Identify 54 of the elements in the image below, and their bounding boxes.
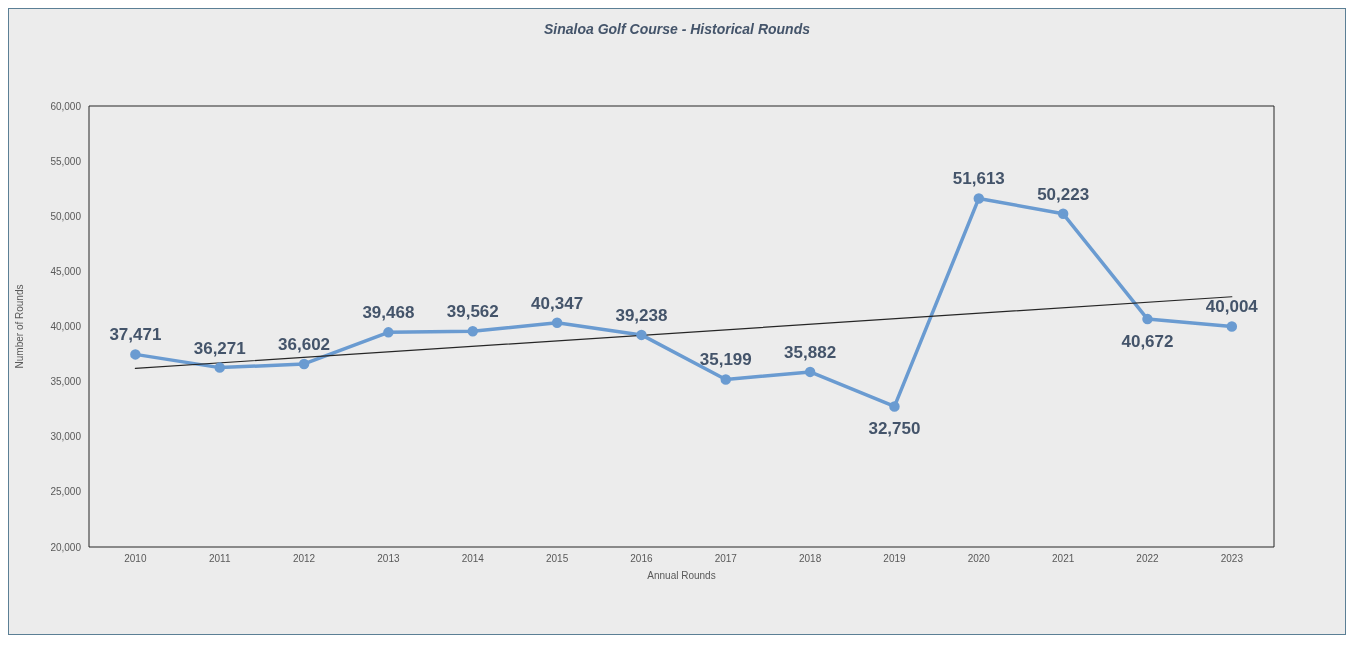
- data-label: 50,223: [1037, 184, 1090, 204]
- y-tick-label: 50,000: [50, 210, 82, 222]
- data-label: 39,468: [362, 303, 415, 323]
- point: [1142, 313, 1153, 325]
- data-label: 39,238: [615, 305, 668, 325]
- x-tick-label: 2017: [714, 553, 738, 565]
- chart-title: Sinaloa Golf Course - Historical Rounds: [542, 21, 811, 37]
- x-tick-label: 2023: [1220, 553, 1244, 565]
- point: [889, 401, 900, 412]
- y-tick-label: 25,000: [50, 486, 82, 498]
- x-tick-label: 2013: [377, 553, 400, 565]
- data-label: 35,882: [784, 342, 837, 362]
- point: [973, 193, 985, 204]
- data-label: 36,271: [193, 338, 246, 358]
- point: [1226, 321, 1238, 332]
- x-tick-label: 2018: [799, 553, 822, 565]
- data-label: 37,471: [109, 325, 162, 345]
- x-tick-label: 2021: [1052, 553, 1075, 565]
- y-tick-label: 35,000: [50, 376, 82, 388]
- x-tick-label: 2010: [124, 553, 147, 565]
- y-axis-title: Number of Rounds: [13, 284, 25, 369]
- x-tick-label: 2022: [1136, 553, 1160, 565]
- data-label: 36,602: [278, 334, 331, 354]
- x-tick-label: 2011: [208, 553, 231, 565]
- x-tick-label: 2016: [630, 553, 653, 565]
- data-label: 32,750: [868, 419, 921, 439]
- point: [720, 374, 732, 385]
- data-label: 51,613: [952, 169, 1005, 189]
- point: [636, 329, 647, 341]
- y-tick-label: 20,000: [50, 541, 82, 553]
- data-label: 40,347: [531, 293, 584, 313]
- point: [130, 349, 141, 360]
- y-tick-label: 30,000: [50, 431, 82, 443]
- x-tick-label: 2015: [545, 553, 569, 565]
- y-tick-label: 45,000: [50, 265, 82, 277]
- x-tick-label: 2012: [292, 553, 316, 565]
- data-label: 40,672: [1121, 332, 1174, 352]
- data-label: 39,562: [446, 302, 499, 322]
- x-axis-title: Annual Rounds: [647, 570, 716, 581]
- data-label: 40,004: [1205, 297, 1259, 317]
- x-tick-label: 2020: [967, 553, 991, 565]
- x-tick-label: 2019: [883, 553, 907, 565]
- point: [1057, 208, 1069, 220]
- x-tick-label: 2014: [461, 553, 485, 565]
- point: [383, 327, 394, 338]
- point: [804, 366, 816, 378]
- y-tick-label: 55,000: [50, 155, 82, 167]
- data-label: 35,199: [699, 350, 752, 370]
- point: [214, 362, 225, 373]
- y-tick-label: 40,000: [50, 321, 82, 333]
- y-tick-label: 60,000: [50, 100, 82, 112]
- point: [551, 317, 563, 328]
- point: [298, 358, 310, 370]
- point: [467, 326, 478, 337]
